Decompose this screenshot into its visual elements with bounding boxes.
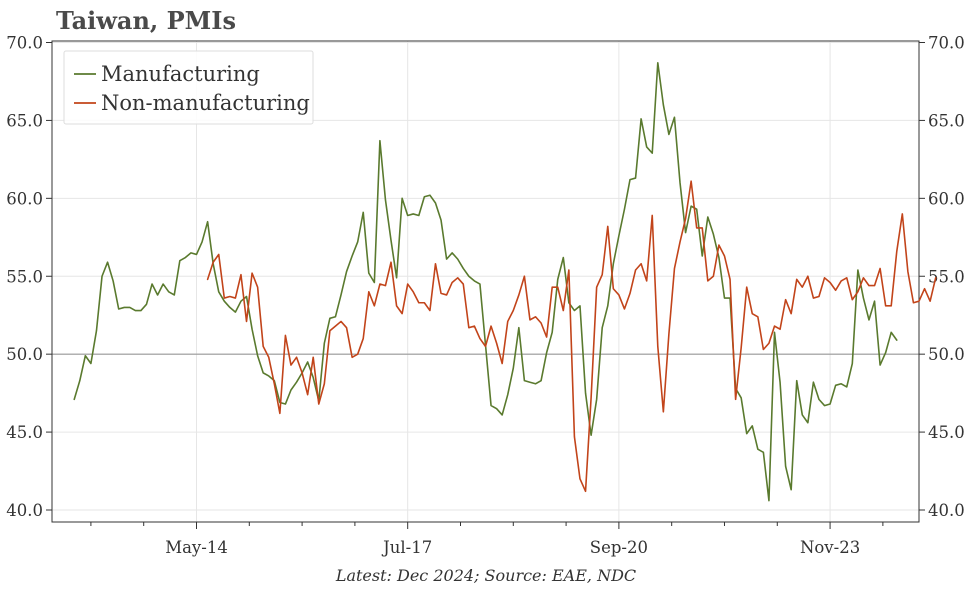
x-tick-label: May-14 (165, 538, 228, 557)
y-tick-label-left: 50.0 (6, 345, 43, 364)
y-tick-label-right: 55.0 (928, 267, 965, 286)
y-tick-label-right: 65.0 (928, 111, 965, 130)
y-tick-label-right: 50.0 (928, 345, 965, 364)
x-tick-label: Jul-17 (381, 538, 432, 557)
x-tick-label: Sep-20 (590, 538, 648, 557)
y-tick-label-right: 60.0 (928, 189, 965, 208)
y-tick-label-left: 45.0 (6, 423, 43, 442)
y-tick-label-right: 40.0 (928, 501, 965, 520)
chart-title: Taiwan, PMIs (56, 6, 236, 35)
plot-frame (51, 40, 920, 523)
series-group (73, 61, 937, 502)
legend-label: Manufacturing (101, 62, 260, 86)
legend-box (63, 50, 314, 125)
series-line-non-manufacturing (206, 180, 937, 493)
y-tick-label-left: 55.0 (6, 267, 43, 286)
y-tick-label-right: 45.0 (928, 423, 965, 442)
y-tick-label-left: 70.0 (6, 34, 43, 53)
y-tick-label-left: 65.0 (6, 111, 43, 130)
y-tick-label-left: 40.0 (6, 501, 43, 520)
legend: Manufacturing Non-manufacturing (63, 50, 314, 125)
x-tick-label: Nov-23 (800, 538, 860, 557)
y-tick-label-right: 70.0 (928, 34, 965, 53)
y-tick-label-left: 60.0 (6, 189, 43, 208)
axis-ticks: 40.0 40.0 45.0 45.0 50.0 50.0 55.0 55.0 60.0 60.0… (6, 34, 965, 558)
legend-label: Non-manufacturing (101, 91, 310, 115)
source-note: Latest: Dec 2024; Source: EAE, NDC (335, 566, 637, 585)
series-line-manufacturing (73, 61, 898, 502)
